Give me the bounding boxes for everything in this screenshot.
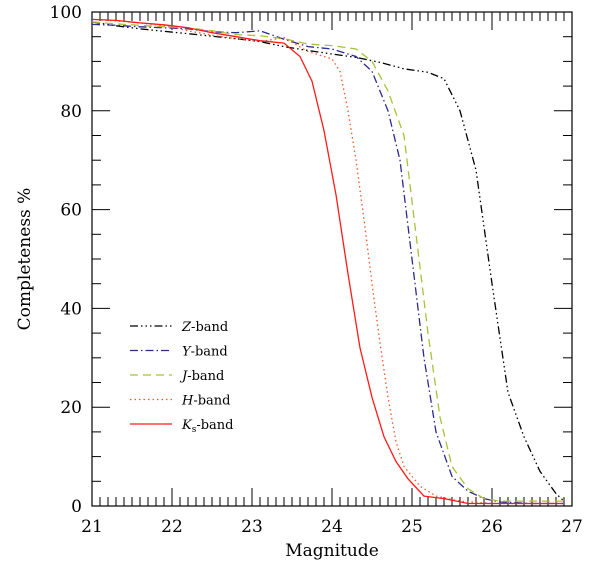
legend-label-y: Y-band: [182, 345, 228, 360]
series-lines: [91, 18, 565, 505]
legend-label-z: Z-band: [181, 320, 228, 335]
y-axis-title: Completeness %: [15, 188, 35, 331]
y-tick-label: 60: [60, 201, 82, 221]
y-tick-label: 0: [71, 497, 82, 517]
x-tick-labels: 21 22 23 24 25 26 27: [81, 517, 583, 537]
y-tick-labels: 0 20 40 60 80 100: [50, 3, 82, 517]
x-tick-label: 27: [561, 517, 583, 537]
x-axis-title: Magnitude: [285, 541, 379, 561]
x-tick-label: 26: [481, 517, 503, 537]
series-line-j: [91, 21, 564, 502]
legend-label-h: H-band: [181, 394, 231, 409]
x-tick-label: 22: [161, 517, 183, 537]
series-line-k: [91, 18, 564, 505]
y-tick-label: 100: [50, 3, 82, 23]
y-tick-label: 20: [60, 398, 82, 418]
legend-label-k: Ks-band: [181, 418, 234, 435]
x-tick-label: 24: [321, 517, 343, 537]
y-tick-label: 40: [60, 299, 82, 319]
y-tick-label: 80: [60, 102, 82, 122]
x-tick-label: 23: [241, 517, 263, 537]
x-tick-label: 25: [401, 517, 423, 537]
plot-frame: [91, 11, 573, 507]
series-line-h: [91, 18, 564, 505]
legend-label-j: J-band: [179, 369, 224, 384]
x-tick-label: 21: [81, 517, 103, 537]
series-line-y: [91, 23, 564, 505]
major-ticks: [91, 11, 573, 507]
series-line-z: [91, 21, 565, 502]
legend: Z-band Y-band J-band H-band Ks-band: [130, 320, 234, 435]
minor-ticks: [92, 12, 572, 506]
